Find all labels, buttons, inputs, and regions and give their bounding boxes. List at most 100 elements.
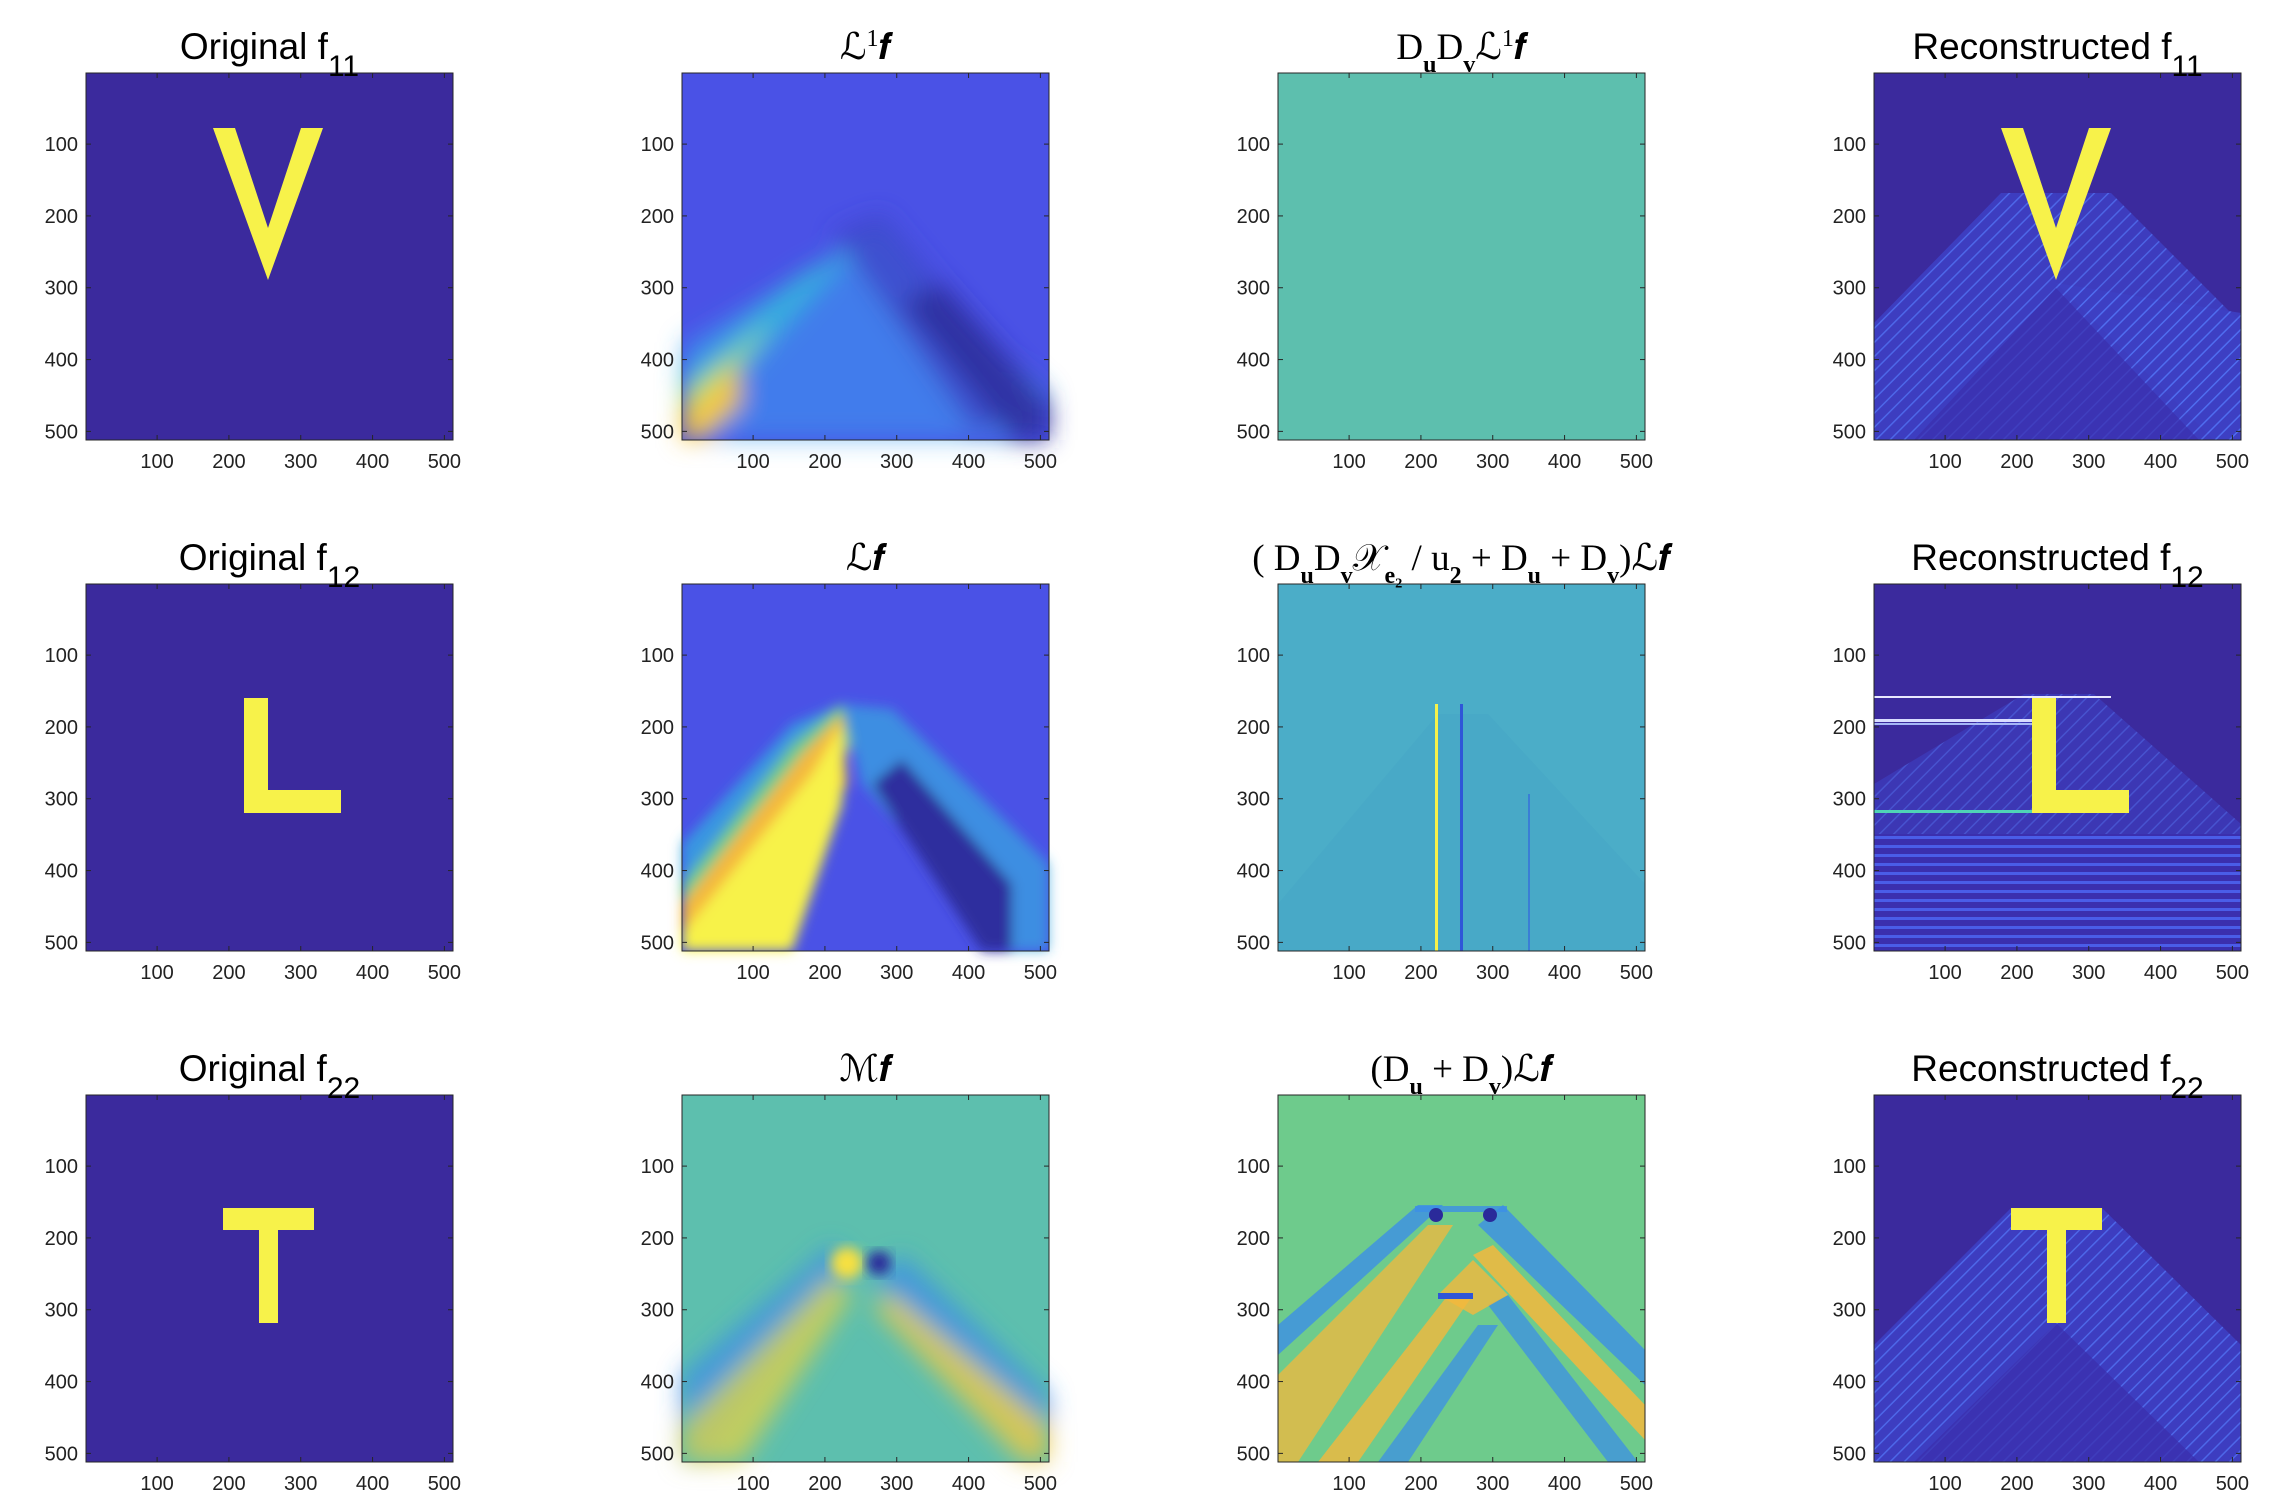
x-tick-label: 100 <box>736 451 769 473</box>
y-tick-label: 200 <box>641 206 674 228</box>
x-tick-label: 300 <box>284 1473 317 1495</box>
y-tick-label: 300 <box>1237 278 1270 300</box>
title-part: D <box>1437 27 1464 68</box>
y-tick-label: 400 <box>1237 1372 1270 1394</box>
y-tick-label: 300 <box>45 789 78 811</box>
y-tick-label: 100 <box>641 645 674 667</box>
title-part: ℒ <box>1475 27 1502 68</box>
y-tick-label: 200 <box>1237 206 1270 228</box>
y-tick-label: 200 <box>1237 1228 1270 1250</box>
y-tick-label: 500 <box>45 932 78 954</box>
y-tick-label: 300 <box>45 1300 78 1322</box>
plot-frame <box>1873 583 2242 952</box>
title-part: (D <box>1370 1049 1409 1090</box>
title-subscript: 11 <box>2171 50 2202 83</box>
y-tick-label: 500 <box>1237 932 1270 954</box>
x-tick-label: 300 <box>1476 451 1509 473</box>
x-tick-label: 300 <box>2072 451 2105 473</box>
title-part: v <box>1489 1074 1501 1100</box>
y-tick-label: 500 <box>1237 1443 1270 1465</box>
plot-frame <box>1277 72 1646 441</box>
title-part: 2 <box>1450 563 1462 589</box>
top-edge <box>1415 1206 1507 1212</box>
x-tick-label: 400 <box>1548 1473 1581 1495</box>
x-tick-label: 500 <box>428 962 461 984</box>
x-tick-label: 500 <box>2216 1473 2249 1495</box>
y-tick-label: 300 <box>45 278 78 300</box>
title-text: Original f <box>179 537 328 578</box>
y-tick-label: 300 <box>1237 1300 1270 1322</box>
y-tick-label: 400 <box>1833 1372 1866 1394</box>
x-tick-label: 100 <box>1332 962 1365 984</box>
y-tick-label: 500 <box>641 1443 674 1465</box>
title-part: )ℒ𝒇 <box>1501 1049 1555 1090</box>
diagonal-band <box>1318 1295 1473 1462</box>
y-tick-label: 500 <box>45 1443 78 1465</box>
x-tick-label: 200 <box>2000 962 2033 984</box>
diagonal-band <box>1473 1245 1645 1440</box>
x-tick-label: 100 <box>140 962 173 984</box>
r1c1-title: Original f11 <box>180 26 359 83</box>
panel-original-f22 <box>85 1094 454 1463</box>
y-tick-label: 500 <box>1833 932 1866 954</box>
title-part: 𝒇 <box>872 538 887 579</box>
title-text: Original f <box>180 26 329 67</box>
streak <box>1874 810 2129 813</box>
x-tick-label: 200 <box>2000 1473 2033 1495</box>
x-tick-label: 500 <box>1620 1473 1653 1495</box>
diagonal-band <box>1378 1325 1498 1462</box>
x-tick-label: 500 <box>1024 962 1057 984</box>
y-tick-label: 400 <box>1237 350 1270 372</box>
title-part: 𝒳 <box>1353 538 1389 579</box>
r3c2-title: ℳ𝒇 <box>839 1049 894 1090</box>
title-part: e₂ <box>1384 563 1402 589</box>
y-tick-label: 200 <box>45 206 78 228</box>
panel-reconstructed-f11 <box>1873 72 2242 441</box>
x-tick-label: 400 <box>1548 451 1581 473</box>
stripe-band <box>1874 834 2241 951</box>
title-part: u <box>1423 52 1436 78</box>
y-tick-label: 500 <box>641 932 674 954</box>
x-tick-label: 100 <box>736 962 769 984</box>
y-tick-label: 300 <box>641 278 674 300</box>
diagonal-band <box>1438 1260 1508 1315</box>
title-part: ( <box>1252 538 1274 579</box>
x-tick-label: 200 <box>2000 451 2033 473</box>
x-tick-label: 500 <box>1024 451 1057 473</box>
x-tick-label: 500 <box>1620 962 1653 984</box>
plot-frame <box>681 72 1050 441</box>
title-subscript: 11 <box>328 50 359 83</box>
panel-original-f11 <box>85 72 454 441</box>
diagonal-band <box>1278 1205 1443 1355</box>
y-tick-label: 100 <box>641 1156 674 1178</box>
letter-l-shape <box>244 698 341 813</box>
plot-frame <box>1873 72 2242 441</box>
x-tick-label: 100 <box>1928 962 1961 984</box>
x-tick-label: 100 <box>736 1473 769 1495</box>
x-tick-label: 100 <box>1928 1473 1961 1495</box>
title-part: 1 <box>866 26 878 52</box>
x-tick-label: 200 <box>808 962 841 984</box>
x-tick-label: 300 <box>1476 1473 1509 1495</box>
title-text: Reconstructed f <box>1912 26 2172 67</box>
diagonal-band <box>1488 1295 1638 1462</box>
y-tick-label: 500 <box>641 421 674 443</box>
line-dark <box>1460 704 1463 951</box>
y-tick-label: 400 <box>641 350 674 372</box>
x-tick-label: 500 <box>428 1473 461 1495</box>
panel-mf <box>681 1094 1050 1463</box>
y-tick-label: 300 <box>1237 789 1270 811</box>
title-part: + D <box>1423 1049 1489 1090</box>
y-tick-label: 100 <box>1237 1156 1270 1178</box>
x-tick-label: 400 <box>356 451 389 473</box>
r1c2-title: ℒ1𝒇 <box>840 26 894 68</box>
panel-du-plus-dv-lf <box>1277 1094 1646 1463</box>
x-tick-label: 300 <box>284 451 317 473</box>
title-part: ℒ <box>840 27 867 68</box>
x-tick-label: 400 <box>952 451 985 473</box>
title-part: u <box>1528 563 1541 589</box>
y-tick-label: 500 <box>1833 421 1866 443</box>
r2c4-title: Reconstructed f12 <box>1911 537 2204 594</box>
y-tick-label: 300 <box>641 789 674 811</box>
